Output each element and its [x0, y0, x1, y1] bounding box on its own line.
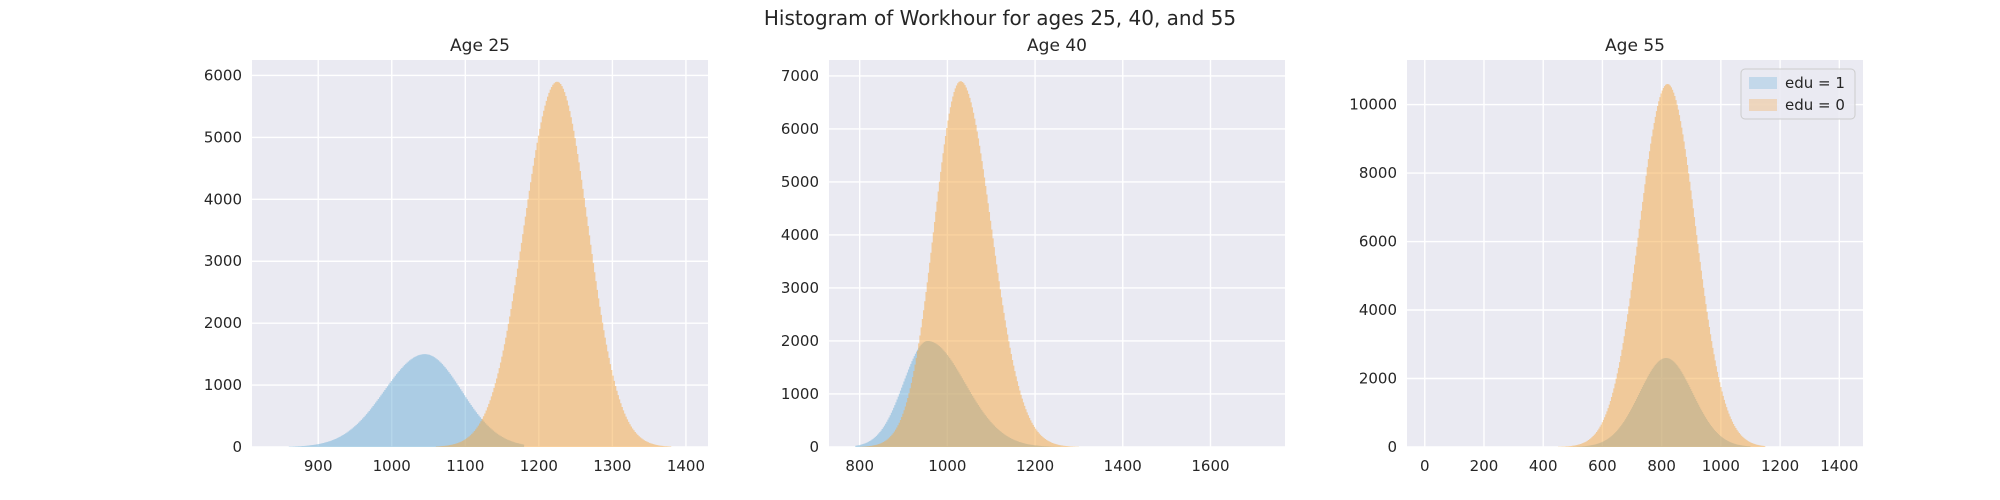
- x-tick-label: 1000: [373, 457, 411, 475]
- legend-label: edu = 1: [1785, 74, 1845, 92]
- legend-label: edu = 0: [1785, 96, 1845, 114]
- y-tick-label: 5000: [204, 128, 242, 146]
- x-tick-label: 1400: [667, 457, 705, 475]
- x-tick-label: 1000: [928, 457, 966, 475]
- y-tick-label: 1000: [204, 376, 242, 394]
- legend: edu = 1 edu = 0: [1740, 68, 1856, 120]
- x-tick-label: 1600: [1191, 457, 1229, 475]
- y-tick-label: 6000: [204, 66, 242, 84]
- y-tick-label: 4000: [1359, 301, 1397, 319]
- y-tick-label: 5000: [781, 173, 819, 191]
- y-tick-label: 7000: [781, 67, 819, 85]
- x-tick-label: 1300: [593, 457, 631, 475]
- subplot-title: Age 40: [1027, 36, 1087, 56]
- y-tick-label: 3000: [781, 279, 819, 297]
- legend-box: [1740, 68, 1856, 120]
- histogram-edu0: [435, 81, 672, 447]
- legend-swatch: [1749, 99, 1777, 111]
- x-tick-label: 800: [1647, 457, 1676, 475]
- panel-3: 0 200 400 600 800 1000 1200 1400 0 2000 4000 6000 80…: [1349, 36, 1863, 475]
- histogram-edu0: [1558, 84, 1766, 447]
- legend-swatch: [1749, 77, 1777, 89]
- panel-1: 900 1000 1100 1200 1300 1400 0 1000 2000 3000 4000…: [204, 36, 708, 475]
- x-tick-label: 800: [845, 457, 874, 475]
- y-tick-label: 4000: [781, 226, 819, 244]
- y-tick-label: 10000: [1349, 96, 1397, 114]
- plot-area: [252, 60, 708, 447]
- x-tick-label: 1100: [446, 457, 484, 475]
- plot-area: [829, 60, 1285, 447]
- x-tick-label: 1400: [1820, 457, 1858, 475]
- y-tick-label: 8000: [1359, 164, 1397, 182]
- y-tick-label: 0: [1387, 438, 1397, 456]
- y-tick-label: 2000: [204, 314, 242, 332]
- subplot-title: Age 55: [1605, 36, 1665, 56]
- figure-title: Histogram of Workhour for ages 25, 40, a…: [764, 6, 1236, 30]
- y-tick-label: 0: [809, 438, 819, 456]
- y-tick-label: 6000: [1359, 233, 1397, 251]
- x-tick-label: 400: [1529, 457, 1558, 475]
- x-tick-label: 600: [1588, 457, 1617, 475]
- x-tick-label: 900: [304, 457, 333, 475]
- y-tick-label: 4000: [204, 190, 242, 208]
- panel-2: 800 1000 1200 1400 1600 0 1000 2000 3000 4000 5000…: [781, 36, 1285, 475]
- histogram-edu1: [288, 354, 525, 447]
- y-tick-label: 3000: [204, 252, 242, 270]
- x-tick-label: 0: [1420, 457, 1430, 475]
- y-tick-label: 1000: [781, 385, 819, 403]
- x-tick-label: 1000: [1702, 457, 1740, 475]
- y-tick-label: 0: [232, 438, 242, 456]
- subplot-title: Age 25: [450, 36, 510, 56]
- x-tick-label: 1200: [1761, 457, 1799, 475]
- y-tick-label: 2000: [781, 332, 819, 350]
- y-tick-label: 6000: [781, 120, 819, 138]
- x-tick-label: 1200: [520, 457, 558, 475]
- x-tick-label: 1200: [1016, 457, 1054, 475]
- x-tick-label: 1400: [1104, 457, 1142, 475]
- y-tick-label: 2000: [1359, 370, 1397, 388]
- x-tick-label: 200: [1470, 457, 1499, 475]
- histogram-edu0: [859, 81, 1079, 448]
